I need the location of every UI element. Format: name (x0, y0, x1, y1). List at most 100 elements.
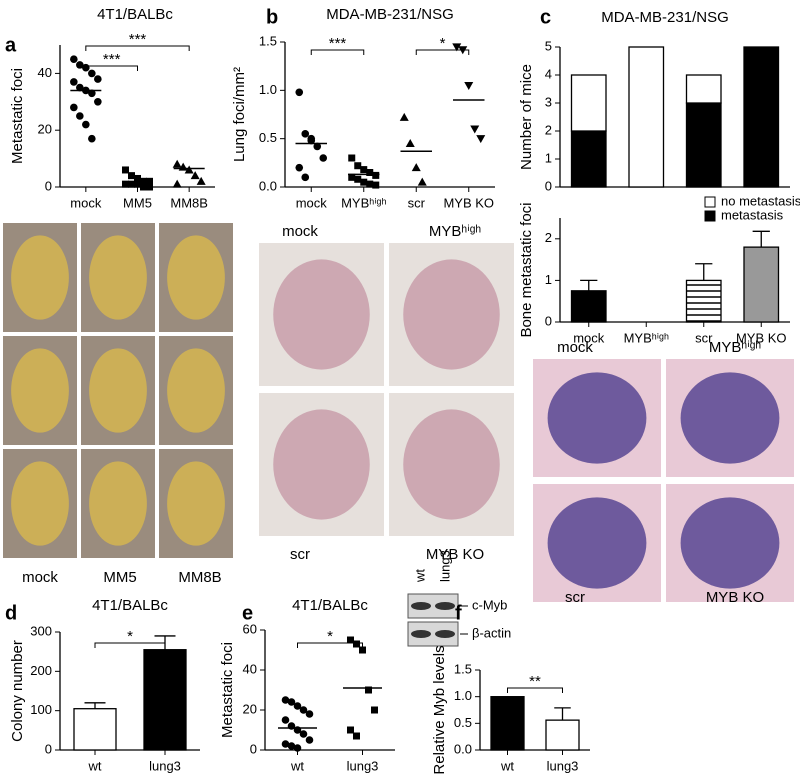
image-label: MYBʰⁱᵍʰ (429, 223, 482, 240)
legend-label: metastasis (721, 207, 784, 222)
image-content (167, 235, 225, 320)
dot (281, 716, 290, 724)
dot (70, 78, 78, 86)
y-tick-label: 20 (38, 122, 52, 137)
y-tick-label: 60 (243, 621, 257, 636)
x-tick-label: lung3 (149, 758, 181, 773)
dot (140, 177, 147, 185)
dot (172, 179, 182, 188)
bar-segment (685, 102, 722, 188)
dot (359, 646, 366, 654)
dot (470, 125, 480, 134)
dot (184, 165, 194, 174)
dot (348, 154, 356, 162)
image-content (11, 235, 69, 320)
dot (366, 169, 374, 176)
blot-lane-label: wt (412, 569, 427, 583)
y-tick-label: 1.5 (259, 33, 277, 48)
panel-label: b (266, 6, 278, 28)
band (411, 630, 431, 638)
dot (128, 172, 135, 180)
bar-segment (570, 74, 607, 132)
y-tick-label: 0 (545, 313, 552, 328)
dot (70, 55, 78, 63)
x-tick-label: mock (573, 330, 605, 345)
x-tick-label: scr (408, 195, 426, 210)
dot (94, 98, 102, 106)
dot (305, 710, 314, 718)
y-axis-label: Bone metastatic foci (518, 202, 535, 337)
image-content (273, 409, 370, 520)
dot (88, 69, 96, 78)
legend-label: no metastasis (721, 193, 800, 208)
dot (347, 636, 354, 644)
dot (134, 174, 141, 182)
dot (94, 75, 102, 83)
dot (281, 696, 290, 704)
dot (299, 706, 308, 714)
dot (76, 83, 84, 92)
image-label: MM5 (103, 569, 136, 586)
x-tick-label: wt (290, 758, 304, 773)
dot (70, 103, 78, 112)
dot (354, 162, 362, 170)
dot (295, 88, 304, 97)
dot (417, 177, 427, 186)
blot-band-label: c-Myb (472, 597, 507, 612)
x-tick-label: MM5 (123, 195, 152, 210)
image-label: MYBʰⁱᵍʰ (709, 339, 762, 356)
dot (354, 175, 362, 183)
y-tick-label: 0.0 (454, 741, 472, 756)
x-tick-label: lung3 (547, 758, 579, 773)
dot (122, 166, 129, 174)
image-content (273, 259, 370, 370)
dot (88, 89, 96, 98)
y-tick-label: 5 (545, 38, 552, 53)
x-tick-label: scr (695, 330, 713, 345)
image-label: MYB KO (426, 546, 484, 563)
significance-label: * (327, 628, 333, 645)
y-tick-label: 200 (30, 663, 52, 678)
image-content (89, 461, 147, 546)
panel-label: f (455, 602, 462, 624)
dot (128, 180, 135, 188)
dot (452, 43, 462, 52)
y-tick-label: 0.5 (259, 130, 277, 145)
y-tick-label: 4 (545, 66, 552, 81)
x-tick-label: mock (296, 195, 328, 210)
image-label: scr (565, 589, 585, 606)
significance-bracket (507, 687, 563, 693)
dot (476, 135, 486, 144)
blot-lane-label: lung3 (437, 550, 452, 582)
chart-title: 4T1/BALBc (292, 597, 368, 614)
dot (347, 726, 354, 734)
dot (372, 171, 380, 179)
y-tick-label: 3 (545, 94, 552, 109)
bar (490, 696, 525, 751)
image-content (547, 372, 647, 464)
x-tick-label: lung3 (347, 758, 379, 773)
image-label: MM8B (178, 569, 221, 586)
dot (348, 173, 356, 181)
image-label: mock (282, 223, 318, 240)
dot (196, 176, 206, 185)
dot (82, 120, 90, 129)
dot (365, 686, 372, 694)
bar (143, 649, 187, 751)
image-label: mock (557, 339, 593, 356)
dot (140, 183, 147, 191)
significance-bracket (310, 49, 365, 55)
y-tick-label: 40 (38, 65, 52, 80)
dot (299, 730, 308, 738)
dot (146, 177, 153, 185)
y-tick-label: 100 (30, 702, 52, 717)
dot (301, 130, 310, 138)
bar (73, 708, 117, 751)
y-axis-label: Metastatic foci (9, 68, 26, 164)
y-axis-label: Lung foci/mm² (231, 67, 248, 162)
image-content (11, 348, 69, 433)
x-tick-label: MYBʰⁱᵍʰ (341, 195, 386, 210)
image-content (403, 259, 500, 370)
image-content (89, 348, 147, 433)
